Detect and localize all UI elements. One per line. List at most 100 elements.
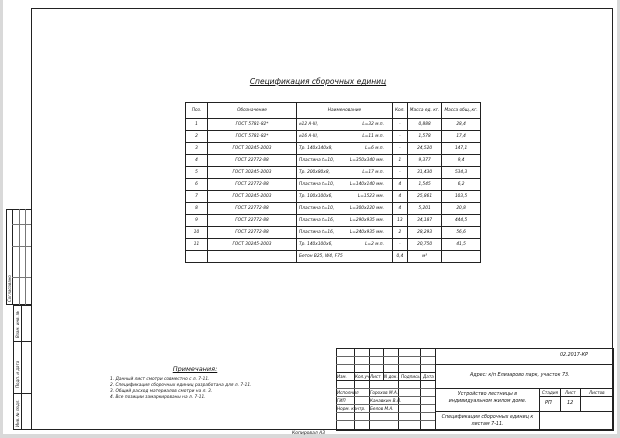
stamp-replace-inv: Взам. инв. №	[15, 310, 20, 338]
cell-total_mass: 20,8	[441, 202, 481, 215]
cell-pos: 10	[185, 226, 208, 239]
item-name: Пластина t=16,	[299, 230, 335, 235]
cell-qty: -	[392, 166, 408, 179]
stage-label: Стадия	[542, 390, 559, 395]
cell-name: Тр. 200х80х8, L=17 м.п.	[296, 166, 393, 179]
item-name: Тр. 100х100х6,	[299, 194, 333, 199]
cell-designation: ГОСТ 30245-2003	[207, 166, 297, 179]
cell-total_mass: 17,4	[441, 130, 481, 143]
cell-designation	[207, 250, 297, 263]
cell-designation: ГОСТ 30245-2003	[207, 142, 297, 155]
note-item: 4. Все позиции замаркированы на л. 7-11.	[110, 395, 206, 400]
column-header: Обозначение	[207, 102, 297, 119]
stamp-agreed: Согласовано	[7, 275, 12, 302]
cell-name: Пластина t=16, L=240х935 мм.	[296, 226, 393, 239]
item-name: Пластина t=10,	[299, 206, 335, 211]
cell-unit_mass: 1,545	[406, 178, 443, 191]
cell-total_mass: 534,3	[441, 166, 481, 179]
stamp-sign-date: Подп. и дата	[15, 360, 20, 388]
item-name: Бетон В25, W4, F75	[299, 254, 343, 259]
item-length: L=32 м.п.	[362, 122, 384, 127]
table-row: Бетон В25, W4, F75 0,4 м³	[185, 250, 481, 263]
cell-designation: ГОСТ 22772-88	[207, 178, 297, 191]
cell-designation: ГОСТ 22772-88	[207, 226, 297, 239]
cell-total_mass: 444,5	[441, 214, 481, 227]
table-row: 10 ГОСТ 22772-88 Пластина t=16, L=240х935 м…	[185, 226, 481, 239]
spec-header-row: Поз. Обозначение Наименование Кол. Масса ед.…	[185, 102, 481, 119]
cell-unit_mass: м³	[406, 250, 443, 263]
sheets-label: Листов	[589, 390, 605, 395]
cell-qty: -	[392, 238, 408, 251]
stamp-inv-orig: Инв. № подл.	[15, 399, 20, 427]
table-row: 4 ГОСТ 22772-88 Пластина t=10, L=350х340 мм…	[185, 154, 481, 167]
cell-name: Бетон В25, W4, F75	[296, 250, 393, 263]
item-name: ⌀12 A-III,	[299, 122, 319, 127]
cell-total_mass: 9,4	[441, 154, 481, 167]
cell-qty: 4	[392, 190, 408, 203]
cell-unit_mass: 25,861	[406, 190, 443, 203]
item-name: Пластина t=10,	[299, 158, 335, 163]
cell-qty: 4	[392, 202, 408, 215]
cell-name: Пластина t=16, L=290х935 мм.	[296, 214, 393, 227]
cell-pos	[185, 250, 208, 263]
cell-pos: 2	[185, 130, 208, 143]
col-header-sheet: Лист	[370, 374, 381, 379]
cell-unit_mass: 5,201	[406, 202, 443, 215]
cell-designation: ГОСТ 30245-2003	[207, 190, 297, 203]
col-header-date: Дата	[423, 374, 434, 379]
cell-designation: ГОСТ 30245-2003	[207, 238, 297, 251]
cell-qty: 2	[392, 226, 408, 239]
item-length: L=300х220 мм.	[349, 206, 384, 211]
cell-qty: 1	[392, 154, 408, 167]
cell-qty: -	[392, 142, 408, 155]
item-length: L=140х140 мм.	[349, 182, 384, 187]
cell-unit_mass: 20,750	[406, 238, 443, 251]
copied-format: Копировал А3	[292, 431, 326, 436]
cell-pos: 11	[185, 238, 208, 251]
column-header: Наименование	[296, 102, 393, 119]
cell-pos: 1	[185, 118, 208, 131]
doc-code: 02.2017-КР	[560, 353, 588, 358]
sheet-title: Спецификация сборочных единиц к листам 7…	[441, 415, 534, 427]
col-header-qty: Кол.уч	[355, 374, 370, 379]
item-length: L=2 м.п.	[365, 242, 384, 247]
cell-total_mass: 103,5	[441, 190, 481, 203]
address: Адрес: к/п Елизарово парк, участок 73.	[470, 373, 570, 378]
cell-unit_mass: 31,430	[406, 166, 443, 179]
item-name: Тр. 140х100х6,	[299, 242, 333, 247]
table-row: 9 ГОСТ 22772-88 Пластина t=16, L=290х935 мм…	[185, 214, 481, 227]
cell-pos: 3	[185, 142, 208, 155]
cell-total_mass: 6,2	[441, 178, 481, 191]
cell-pos: 4	[185, 154, 208, 167]
cell-unit_mass: 34,187	[406, 214, 443, 227]
table-row: 2 ГОСТ 5781-82* ⌀16 A-III, L=11 м.п. -1,578 1…	[185, 130, 481, 143]
note-item: 2. Спецификация сборочных единиц разрабо…	[110, 383, 252, 388]
role-chief: ГИП	[337, 398, 346, 403]
cell-name: Пластина t=10, L=140х140 мм.	[296, 178, 393, 191]
cell-total_mass: 147,1	[441, 142, 481, 155]
cell-qty: 0,4	[392, 250, 408, 263]
column-header: Кол.	[392, 102, 408, 119]
note-item: 3. Общий расход материалов смотри на л. …	[110, 389, 213, 394]
item-name: Тр. 140х140х8,	[299, 146, 333, 151]
col-header-signature: Подпись	[401, 374, 420, 379]
cell-qty: 13	[392, 214, 408, 227]
name-norm-control: Белов М.А.	[370, 406, 394, 411]
table-row: 3 ГОСТ 30245-2003 Тр. 140х140х8, L=6 м.п. -2…	[185, 142, 481, 155]
drawing-frame	[31, 8, 613, 430]
item-length: L=11 м.п.	[362, 134, 384, 139]
cell-unit_mass: 0,888	[406, 118, 443, 131]
item-name: Пластина t=16,	[299, 218, 335, 223]
item-length: L=290х935 мм.	[349, 218, 384, 223]
name-chief: Канавкин В.Л.	[370, 398, 402, 403]
cell-total_mass: 41,5	[441, 238, 481, 251]
cell-name: ⌀12 A-III, L=32 м.п.	[296, 118, 393, 131]
spec-title: Спецификация сборочных единиц	[249, 77, 387, 86]
cell-designation: ГОСТ 22772-88	[207, 154, 297, 167]
notes-list: 1. Данный лист смотри совместно с л. 7-1…	[110, 377, 251, 401]
item-name: ⌀16 A-III,	[299, 134, 319, 139]
item-length: L=1523 мм.	[357, 194, 384, 199]
cell-name: ⌀16 A-III, L=11 м.п.	[296, 130, 393, 143]
table-row: 8 ГОСТ 22772-88 Пластина t=10, L=300х220 мм…	[185, 202, 481, 215]
notes-title: Примечания:	[172, 365, 218, 373]
